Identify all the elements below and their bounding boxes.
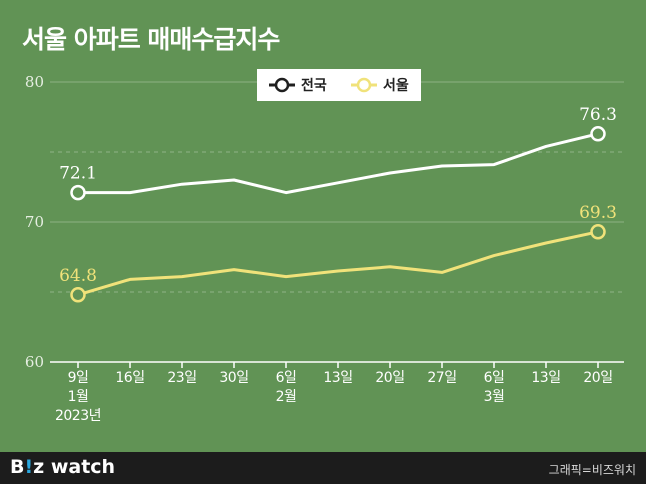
data-label: 64.8 [59,266,97,286]
bizwatch-logo: B!z watch [10,456,116,478]
x-tick-label: 16일 [115,370,144,386]
y-tick-label: 80 [25,73,44,91]
x-tick-label: 9일 [68,370,89,386]
data-label: 72.1 [59,164,97,184]
series-line [77,230,599,297]
x-tick-label: 2023년 [55,408,101,424]
footer-bar: B!z watch 그래픽=비즈워치 [0,452,646,484]
x-tick-label: 20일 [583,370,612,386]
data-label: 69.3 [579,203,617,223]
legend-swatch-marker [356,77,372,93]
legend-label: 서울 [383,77,409,94]
series-line [78,132,599,195]
graphic-credit: 그래픽=비즈워치 [548,463,636,477]
data-point-marker [590,126,606,142]
y-tick-label: 60 [25,353,44,371]
legend-label: 전국 [301,77,327,94]
legend-swatch-marker [274,77,290,93]
x-tick-label: 23일 [167,370,196,386]
line-chart: 60 70 80 9일 1월 2023년 16일 23일 30일 6일 2월 13일 20일 27일 6일 3… [25,69,624,424]
x-tick-label: 27일 [427,370,456,386]
data-point-marker [590,224,606,240]
x-tick-label: 13일 [323,370,352,386]
data-point-marker [70,184,86,201]
chart-title: 서울 아파트 매매수급지수 [22,25,280,54]
data-point-marker [70,287,86,303]
x-tick-label: 20일 [375,370,404,386]
x-tick-label: 6일 [276,370,297,386]
x-tick-label: 6일 [484,370,505,386]
x-tick-label: 2월 [276,389,297,405]
y-tick-label: 70 [25,213,44,231]
x-tick-label: 1월 [68,389,89,405]
x-tick-label: 30일 [219,370,248,386]
x-tick-label: 3월 [484,389,505,405]
data-label: 76.3 [579,105,617,125]
x-tick-label: 13일 [531,370,560,386]
